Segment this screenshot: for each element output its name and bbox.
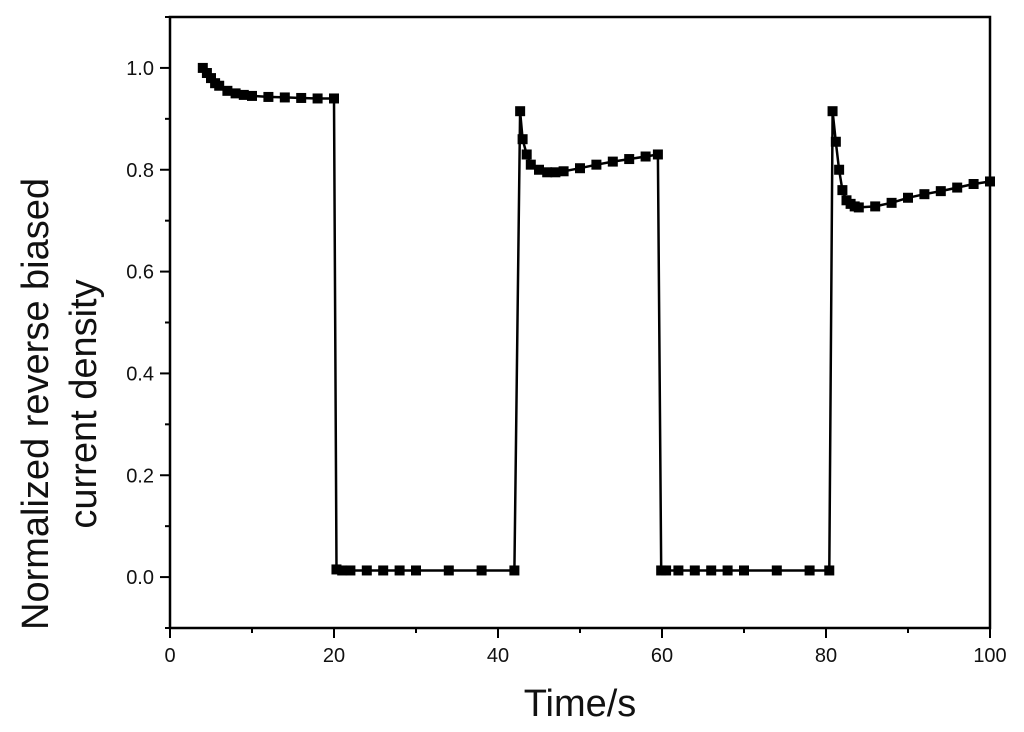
data-point <box>222 85 233 96</box>
data-point <box>230 88 241 99</box>
y-tick-label: 0.4 <box>126 363 154 385</box>
data-point <box>279 92 290 103</box>
plot-frame <box>168 15 992 630</box>
y-tick-label: 0.0 <box>126 567 154 589</box>
data-point <box>661 565 672 576</box>
data-point <box>591 159 602 170</box>
data-point <box>329 93 339 104</box>
y-tick-label: 1.0 <box>126 58 154 80</box>
data-point <box>834 164 845 175</box>
y-tick-label: 0.6 <box>126 262 154 284</box>
data-point <box>771 565 782 576</box>
data-point <box>214 80 225 91</box>
data-point <box>575 163 585 174</box>
data-point <box>394 565 405 576</box>
x-tick-label: 40 <box>487 645 509 667</box>
x-tick-label: 60 <box>651 645 673 667</box>
data-point <box>197 62 208 73</box>
data-point <box>509 565 520 576</box>
data-point <box>640 151 651 162</box>
data-point <box>517 134 528 145</box>
data-point <box>525 159 536 170</box>
data-point <box>361 565 372 576</box>
data-point <box>411 565 421 576</box>
data-point <box>673 565 684 576</box>
data-point <box>378 565 389 576</box>
data-point <box>337 565 348 576</box>
x-tick-label: 0 <box>164 645 175 667</box>
data-point <box>804 565 815 576</box>
data-point <box>247 90 257 101</box>
data-point <box>201 68 212 79</box>
data-point <box>542 167 553 178</box>
data-point <box>534 164 544 175</box>
data-point <box>903 192 913 203</box>
data-point <box>870 201 881 212</box>
x-tick-label: 100 <box>973 645 1006 667</box>
y-axis-title: Normalized reverse biased current densit… <box>15 178 105 630</box>
data-point <box>263 91 274 102</box>
data-point <box>607 156 618 167</box>
data-point <box>238 89 249 100</box>
data-point <box>919 189 930 200</box>
data-point <box>550 167 561 178</box>
y-tick-label: 0.8 <box>126 160 154 182</box>
y-tick-label: 0.2 <box>126 465 154 487</box>
data-point <box>476 565 487 576</box>
x-axis-title: Time/s <box>524 683 637 725</box>
data-point <box>886 197 897 208</box>
x-axis-ticks: 0 20 40 60 80 100 <box>164 628 1007 667</box>
data-point <box>968 179 979 190</box>
data-point <box>739 565 749 576</box>
data-point <box>824 565 835 576</box>
x-tick-label: 20 <box>323 645 345 667</box>
data-point <box>331 564 342 575</box>
data-point <box>652 149 663 160</box>
data-point <box>830 136 841 147</box>
data-point <box>515 106 526 117</box>
data-point <box>952 182 963 193</box>
data-point <box>206 73 216 84</box>
data-point <box>722 565 733 576</box>
data-point <box>312 93 323 104</box>
y-axis-title-line-2: current density <box>63 279 105 528</box>
series-line <box>201 67 991 572</box>
data-point <box>689 565 700 576</box>
series-layer <box>197 62 995 576</box>
data-point <box>296 92 307 103</box>
data-point <box>521 149 532 160</box>
data-point <box>345 565 356 576</box>
data-point <box>985 176 995 187</box>
data-point <box>624 154 635 165</box>
data-point <box>935 186 946 197</box>
data-point <box>853 202 864 213</box>
data-point <box>706 565 717 576</box>
y-axis-title-line-1: Normalized reverse biased <box>15 178 57 630</box>
y-axis-ticks: 0.0 0.2 0.4 0.6 0.8 1.0 <box>126 16 170 629</box>
data-point <box>837 185 848 196</box>
data-point <box>558 166 569 177</box>
data-point <box>443 565 454 576</box>
x-tick-label: 80 <box>815 645 837 667</box>
data-point <box>827 106 838 117</box>
